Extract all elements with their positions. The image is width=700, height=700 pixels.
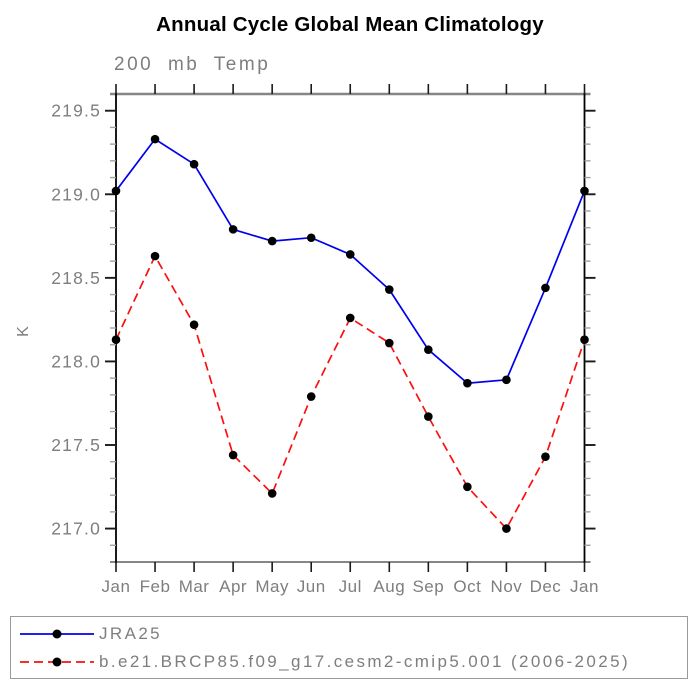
series-line-0 xyxy=(115,137,586,385)
x-axis-tick-label: Jul xyxy=(339,577,362,596)
data-point-marker xyxy=(502,375,511,385)
data-point-marker xyxy=(463,378,472,388)
x-axis-tick-label: Apr xyxy=(219,577,247,596)
data-point-marker xyxy=(228,450,238,460)
legend-item-jra25: JRA25 xyxy=(18,620,683,648)
legend-line-solid-blue-icon xyxy=(20,629,94,638)
data-point-marker xyxy=(580,186,589,196)
data-point-marker xyxy=(345,313,355,323)
data-point-marker xyxy=(580,335,589,345)
series-line-1 xyxy=(115,254,586,531)
legend-label-cesm2-model: b.e21.BRCP85.f09_g17.cesm2-cmip5.001 (20… xyxy=(99,651,631,671)
x-axis-tick-label: May xyxy=(255,577,289,596)
x-axis-tick-label: Feb xyxy=(140,577,171,596)
data-point-marker xyxy=(424,345,433,355)
x-axis-tick-label: Jun xyxy=(297,577,326,596)
y-axis-label: K xyxy=(15,325,32,337)
y-axis-tick-label: 218.5 xyxy=(51,268,101,288)
data-point-marker xyxy=(306,392,316,401)
data-point-marker xyxy=(502,524,511,533)
data-point-marker xyxy=(463,482,472,492)
legend-item-cesm2-model: b.e21.BRCP85.f09_g17.cesm2-cmip5.001 (20… xyxy=(18,648,683,676)
data-point-marker xyxy=(384,338,394,348)
data-point-marker xyxy=(267,236,277,246)
x-axis-tick-label: Sep xyxy=(412,577,444,596)
x-axis-tick-label: Mar xyxy=(179,577,210,596)
x-axis-tick-label: Dec xyxy=(530,577,562,596)
data-point-marker xyxy=(189,159,199,169)
x-axis-tick-label: Jan xyxy=(570,577,599,596)
legend: JRA25 b.e21.BRCP85.f09_g17.cesm2-cmip5.0… xyxy=(10,616,688,679)
y-axis-tick-label: 219.5 xyxy=(51,101,101,121)
x-axis-tick-label: Oct xyxy=(453,577,481,596)
data-point-marker xyxy=(345,250,355,259)
legend-line-dashed-red-icon xyxy=(20,657,94,666)
data-point-marker xyxy=(541,452,550,462)
y-axis-tick-label: 219.0 xyxy=(51,184,101,204)
data-point-marker xyxy=(424,412,433,421)
x-axis-tick-label: Nov xyxy=(491,577,523,596)
data-point-marker xyxy=(228,225,238,234)
legend-label-jra25: JRA25 xyxy=(99,623,163,643)
y-axis-tick-label: 218.0 xyxy=(51,351,101,371)
data-point-marker xyxy=(111,186,121,196)
data-point-marker xyxy=(111,335,121,345)
y-axis-tick-label: 217.5 xyxy=(51,435,101,455)
chart-subtitle: 200 mb Temp xyxy=(114,54,271,75)
data-point-marker xyxy=(150,134,160,144)
x-axis-tick-label: Aug xyxy=(373,577,405,596)
data-point-marker xyxy=(150,251,160,261)
legend-sample-marker xyxy=(52,629,62,638)
chart-title: Annual Cycle Global Mean Climatology xyxy=(156,13,544,36)
data-point-marker xyxy=(267,489,277,498)
y-axis-tick-label: 217.0 xyxy=(51,519,101,539)
data-point-marker xyxy=(306,233,316,243)
x-axis-tick-label: Jan xyxy=(102,577,131,596)
data-point-marker xyxy=(384,285,394,294)
data-point-marker xyxy=(541,283,550,293)
legend-sample-marker xyxy=(52,657,62,666)
data-point-marker xyxy=(189,320,199,329)
